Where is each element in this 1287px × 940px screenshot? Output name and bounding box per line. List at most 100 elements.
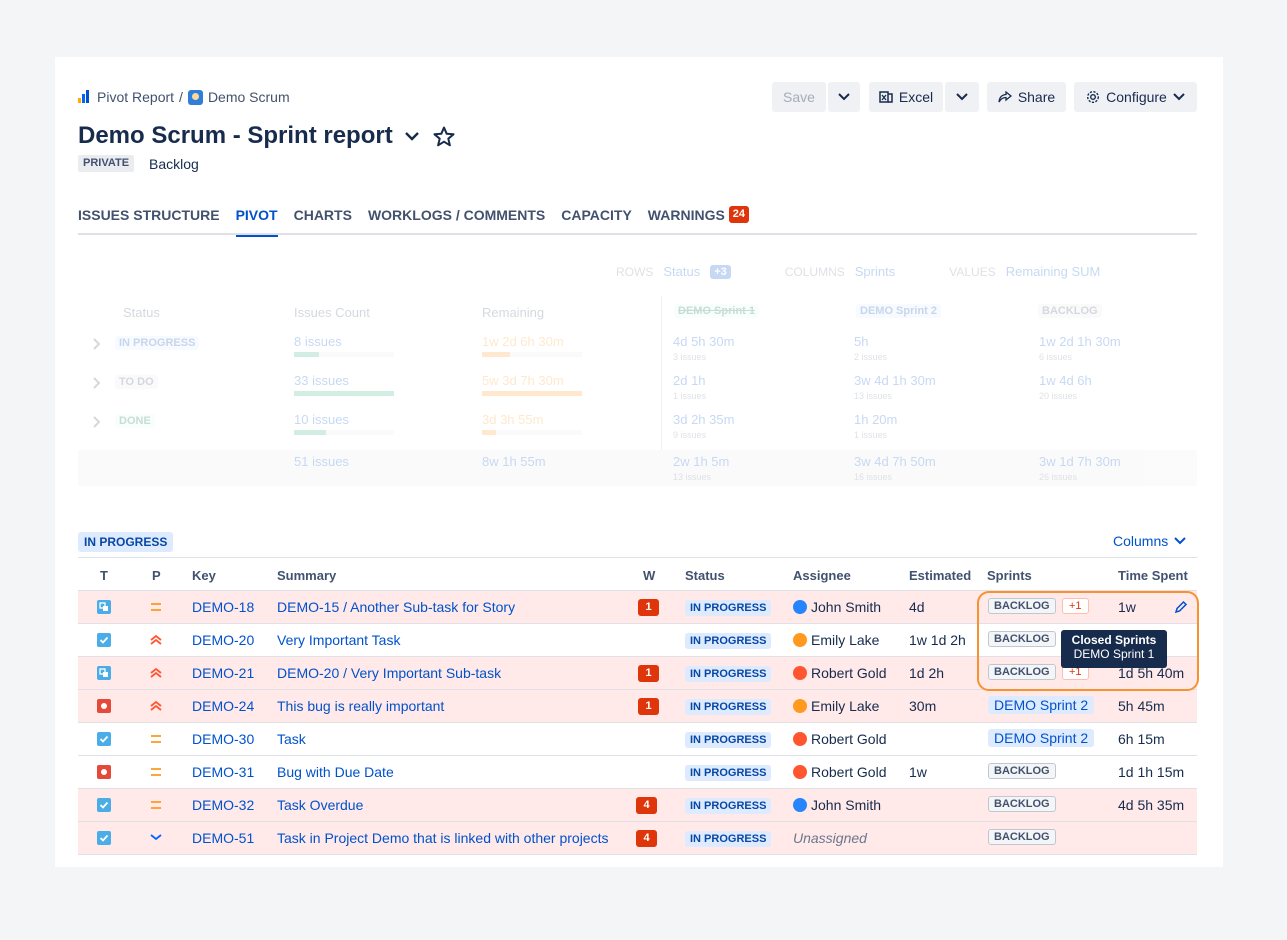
share-icon: [998, 91, 1012, 103]
sprint-backlog-badge[interactable]: BACKLOG: [988, 598, 1056, 614]
configure-button[interactable]: Configure: [1074, 82, 1197, 112]
priority-medium-icon: [151, 801, 161, 809]
sprint-backlog-badge[interactable]: BACKLOG: [988, 829, 1056, 845]
share-button[interactable]: Share: [987, 82, 1066, 112]
bug-icon: [97, 765, 111, 779]
star-icon[interactable]: [433, 126, 455, 147]
col-type[interactable]: T: [100, 568, 108, 583]
task-icon: [97, 798, 111, 812]
issue-summary-link[interactable]: This bug is really important: [277, 698, 445, 714]
warning-count-badge[interactable]: 1: [638, 665, 659, 682]
rows-selector[interactable]: Status: [663, 264, 701, 279]
assignee[interactable]: Unassigned: [793, 830, 867, 846]
chevron-right-icon[interactable]: [93, 416, 101, 428]
assignee[interactable]: John Smith: [793, 797, 881, 813]
chevron-right-icon[interactable]: [93, 338, 101, 350]
issue-key-link[interactable]: DEMO-31: [192, 764, 255, 780]
sprint-backlog-badge[interactable]: BACKLOG: [988, 763, 1056, 779]
assignee[interactable]: Robert Gold: [793, 665, 886, 681]
tab-capacity[interactable]: CAPACITY: [553, 207, 640, 235]
chevron-down-icon[interactable]: [404, 131, 419, 141]
table-row[interactable]: DEMO-24 This bug is really important 1 IN P…: [78, 690, 1197, 723]
values-selector[interactable]: Remaining SUM: [1005, 264, 1101, 279]
issue-key-link[interactable]: DEMO-20: [192, 632, 255, 648]
tab-issues-structure[interactable]: ISSUES STRUCTURE: [78, 207, 228, 235]
issue-key-link[interactable]: DEMO-24: [192, 698, 255, 714]
pivot-row-count[interactable]: 8 issues: [294, 334, 342, 349]
status-badge[interactable]: IN PROGRESS: [685, 600, 772, 616]
col-sprints[interactable]: Sprints: [987, 568, 1032, 583]
avatar: [793, 732, 807, 746]
save-button[interactable]: Save: [772, 82, 826, 112]
status-badge[interactable]: IN PROGRESS: [685, 633, 772, 649]
breadcrumb-root[interactable]: Pivot Report: [97, 89, 175, 105]
issue-summary-link[interactable]: Bug with Due Date: [277, 764, 394, 780]
excel-options-button[interactable]: [945, 82, 979, 112]
pivot-row-count[interactable]: 10 issues: [294, 412, 349, 427]
issue-summary-link[interactable]: DEMO-15 / Another Sub-task for Story: [277, 599, 516, 615]
issue-summary-link[interactable]: Task: [277, 731, 306, 747]
pivot-header-status[interactable]: Status: [123, 305, 160, 320]
warning-count-badge[interactable]: 1: [638, 698, 659, 715]
excel-button[interactable]: Excel: [869, 82, 943, 112]
issue-key-link[interactable]: DEMO-51: [192, 830, 255, 846]
tab-pivot[interactable]: PIVOT: [228, 207, 286, 237]
warning-count-badge[interactable]: 4: [636, 830, 657, 847]
table-row[interactable]: DEMO-32 Task Overdue 4 IN PROGRESS John Smit…: [78, 789, 1197, 822]
status-badge[interactable]: IN PROGRESS: [685, 666, 772, 682]
tab-worklogs-comments[interactable]: WORKLOGS / COMMENTS: [360, 207, 553, 235]
col-time-spent[interactable]: Time Spent: [1118, 568, 1188, 583]
columns-button[interactable]: Columns: [1113, 533, 1186, 549]
status-badge[interactable]: IN PROGRESS: [685, 699, 772, 715]
sprint-backlog-badge[interactable]: BACKLOG: [988, 664, 1056, 680]
table-row[interactable]: DEMO-51 Task in Project Demo that is link…: [78, 822, 1197, 855]
sprint-link[interactable]: DEMO Sprint 2: [988, 696, 1095, 714]
assignee[interactable]: Robert Gold: [793, 764, 886, 780]
col-assignee[interactable]: Assignee: [793, 568, 851, 583]
issue-key-link[interactable]: DEMO-32: [192, 797, 255, 813]
breadcrumb-project[interactable]: Demo Scrum: [207, 89, 290, 105]
warning-count-badge[interactable]: 1: [638, 599, 659, 616]
issue-summary-link[interactable]: Task in Project Demo that is linked with…: [277, 830, 609, 846]
more-sprints-badge[interactable]: +1: [1062, 598, 1089, 614]
col-summary[interactable]: Summary: [277, 568, 337, 583]
issue-key-link[interactable]: DEMO-18: [192, 599, 255, 615]
issue-key-link[interactable]: DEMO-30: [192, 731, 255, 747]
tab-charts[interactable]: CHARTS: [286, 207, 360, 235]
table-row[interactable]: DEMO-18 DEMO-15 / Another Sub-task for St…: [78, 591, 1197, 624]
sprint-backlog-badge[interactable]: BACKLOG: [988, 796, 1056, 812]
status-badge[interactable]: IN PROGRESS: [685, 732, 772, 748]
col-status[interactable]: Status: [685, 568, 725, 583]
closed-sprints-tooltip: Closed Sprints DEMO Sprint 1: [1061, 630, 1167, 668]
col-estimated[interactable]: Estimated: [909, 568, 972, 583]
status-badge[interactable]: IN PROGRESS: [685, 831, 772, 847]
pivot-row-remaining: 3d 3h 55m: [482, 412, 544, 427]
sprint-backlog-badge[interactable]: BACKLOG: [988, 631, 1056, 647]
issue-summary-link[interactable]: Task Overdue: [277, 797, 364, 813]
save-options-button[interactable]: [828, 82, 860, 112]
assignee[interactable]: Emily Lake: [793, 698, 879, 714]
status-badge[interactable]: IN PROGRESS: [685, 765, 772, 781]
issue-key-link[interactable]: DEMO-21: [192, 665, 255, 681]
issue-summary-link[interactable]: Very Important Task: [277, 632, 401, 648]
tab-warnings[interactable]: WARNINGS 24: [640, 206, 757, 235]
chevron-right-icon[interactable]: [93, 377, 101, 389]
issue-summary-link[interactable]: DEMO-20 / Very Important Sub-task: [277, 665, 502, 681]
col-warnings[interactable]: W: [643, 568, 656, 583]
warning-count-badge[interactable]: 4: [636, 797, 657, 814]
status-badge[interactable]: IN PROGRESS: [685, 798, 772, 814]
columns-selector[interactable]: Sprints: [854, 264, 896, 279]
col-key[interactable]: Key: [192, 568, 216, 583]
table-row[interactable]: DEMO-30 Task IN PROGRESS Robert Gold DEMO Sp…: [78, 723, 1197, 756]
assignee[interactable]: John Smith: [793, 599, 881, 615]
assignee[interactable]: Robert Gold: [793, 731, 886, 747]
table-row[interactable]: DEMO-31 Bug with Due Date IN PROGRESS Rober…: [78, 756, 1197, 789]
report-filter[interactable]: Backlog: [149, 156, 199, 172]
edit-pencil-icon[interactable]: [1174, 600, 1188, 614]
estimate-value: 4d: [909, 599, 925, 615]
assignee[interactable]: Emily Lake: [793, 632, 879, 648]
sprint-link[interactable]: DEMO Sprint 2: [988, 729, 1095, 747]
pivot-header-sprint2: DEMO Sprint 2: [856, 304, 942, 318]
pivot-row-count[interactable]: 33 issues: [294, 373, 349, 388]
col-priority[interactable]: P: [152, 568, 161, 583]
